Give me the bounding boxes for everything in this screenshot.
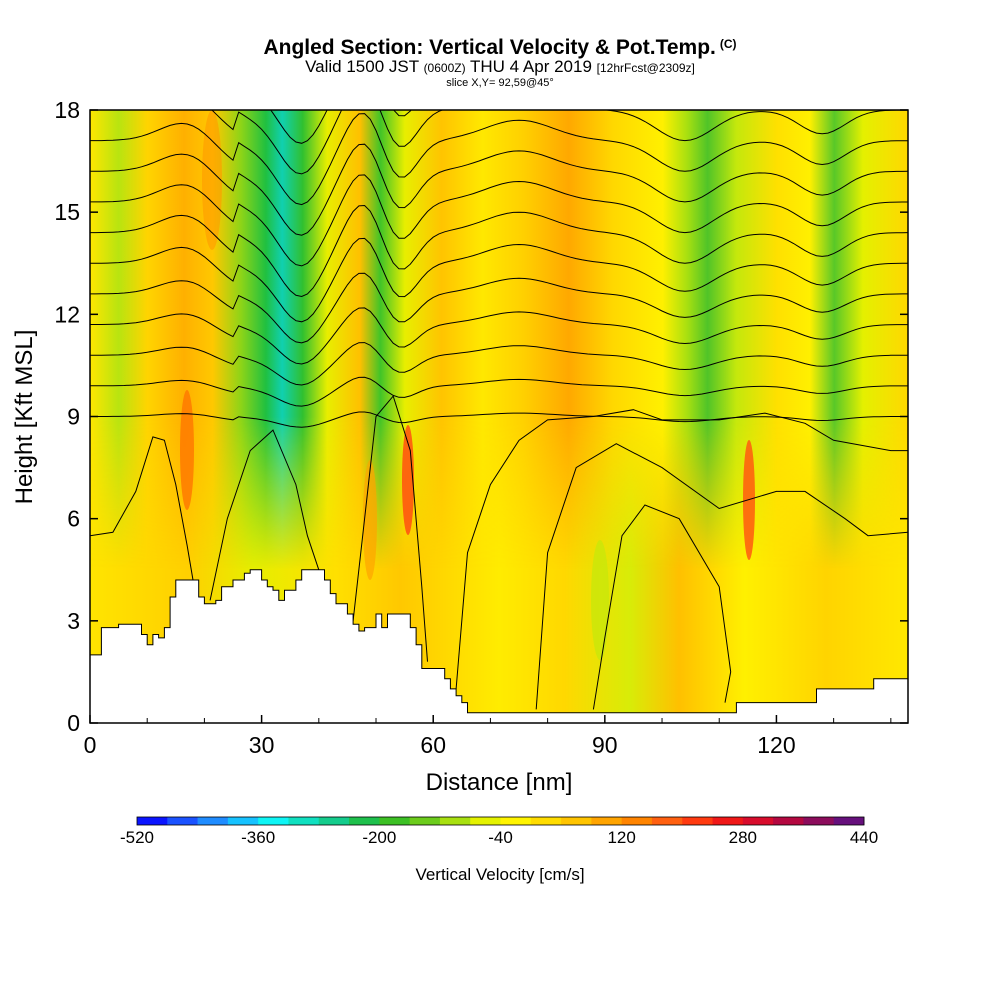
- y-tick-label: 12: [54, 301, 80, 327]
- valid-time-line: Valid 1500 JST (0600Z) THU 4 Apr 2019 [1…: [0, 58, 1000, 77]
- isentrope: [592, 504, 732, 710]
- y-tick-label: 0: [67, 710, 80, 736]
- colorbar-tick-label: -360: [241, 828, 275, 847]
- isentrope: [90, 113, 908, 206]
- x-tick-label: 60: [420, 732, 446, 758]
- y-tick-label: 3: [67, 608, 80, 634]
- colorbar: -520 -360 -200 -40 120 280 440: [120, 816, 878, 847]
- isentrope: [90, 143, 908, 236]
- colorbar-swatch: [258, 817, 289, 825]
- colorbar-tick-label: -40: [488, 828, 513, 847]
- y-tick-label: 15: [54, 199, 80, 225]
- isentrope: [90, 110, 908, 175]
- downdraft-core: [591, 540, 609, 660]
- colorbar-swatch: [409, 817, 441, 825]
- updraft-core: [363, 460, 377, 580]
- forecast-info: [12hrFcst@2309z]: [596, 61, 695, 75]
- isentrope: [90, 307, 908, 365]
- updraft-core: [402, 425, 414, 535]
- isentrope: [535, 443, 908, 710]
- colorbar-swatch: [742, 817, 774, 825]
- terrain: [90, 569, 908, 723]
- isentrope: [90, 272, 908, 344]
- colorbar-swatch: [439, 817, 471, 825]
- colorbar-swatch: [682, 817, 713, 825]
- colorbar-tick-label: 120: [607, 828, 635, 847]
- y-tick-label: 18: [54, 97, 80, 123]
- isentrope: [90, 342, 908, 386]
- isentrope: [352, 395, 428, 662]
- updraft-core: [180, 390, 194, 510]
- potential-temperature-contours: [90, 110, 908, 710]
- x-tick-label: 90: [592, 732, 618, 758]
- valid-prefix: Valid 1500 JST: [305, 57, 419, 76]
- y-tick-label: 9: [67, 404, 80, 430]
- colorbar-swatch: [561, 817, 592, 825]
- isentrope: [90, 436, 194, 581]
- colorbar-swatch: [773, 817, 804, 825]
- colorbar-label: Vertical Velocity [cm/s]: [415, 865, 584, 884]
- chart-title: Angled Section: Vertical Velocity & Pot.…: [0, 36, 1000, 60]
- colorbar-swatch: [167, 817, 198, 825]
- colorbar-frame: [136, 816, 865, 826]
- colorbar-swatch: [288, 817, 320, 825]
- colorbar-swatch: [349, 817, 380, 825]
- colorbar-swatch: [621, 817, 653, 825]
- isentrope: [90, 376, 908, 407]
- isentrope: [90, 204, 908, 298]
- colorbar-swatch: [712, 817, 744, 825]
- x-tick-label: 30: [249, 732, 275, 758]
- colorbar-tick-label: -520: [120, 828, 154, 847]
- velocity-field: [90, 110, 908, 723]
- colorbar-swatch: [227, 817, 259, 825]
- y-tick-label: 6: [67, 506, 80, 532]
- isentrope: [455, 409, 908, 689]
- x-axis: 0 30 60 90 120: [84, 715, 892, 758]
- colorbar-swatch: [500, 817, 532, 825]
- valid-date: THU 4 Apr 2019: [470, 57, 592, 76]
- y-axis-label: Height [Kft MSL]: [11, 330, 38, 505]
- colorbar-swatch: [803, 817, 835, 825]
- valid-utc: (0600Z): [423, 61, 466, 75]
- title-main: Angled Section: Vertical Velocity & Pot.…: [263, 36, 716, 59]
- colorbar-swatch: [651, 817, 683, 825]
- colorbar-swatch: [137, 817, 168, 825]
- colorbar-swatch: [530, 817, 562, 825]
- colorbar-swatch: [379, 817, 411, 825]
- y-axis: 0 3 6 9 12 15 18: [54, 97, 908, 736]
- colorbar-tick-label: 440: [850, 828, 878, 847]
- colorbar-swatch: [318, 817, 350, 825]
- isentrope: [90, 174, 908, 267]
- colorbar-swatch: [197, 817, 229, 825]
- colorbar-swatch: [591, 817, 623, 825]
- x-axis-label: Distance [nm]: [426, 769, 573, 796]
- isentrope: [209, 429, 320, 601]
- colorbar-swatch: [470, 817, 501, 825]
- x-tick-label: 0: [84, 732, 97, 758]
- colorbar-tick-label: 280: [729, 828, 757, 847]
- colorbar-tick-label: -200: [362, 828, 396, 847]
- colorbar-swatch: [833, 817, 865, 825]
- x-tick-label: 120: [757, 732, 795, 758]
- updraft-core: [202, 110, 222, 250]
- copyright-mark: (C): [719, 37, 737, 51]
- slice-info: slice X,Y= 92,59@45°: [446, 77, 554, 89]
- isentrope: [90, 411, 908, 428]
- isentrope: [90, 237, 908, 323]
